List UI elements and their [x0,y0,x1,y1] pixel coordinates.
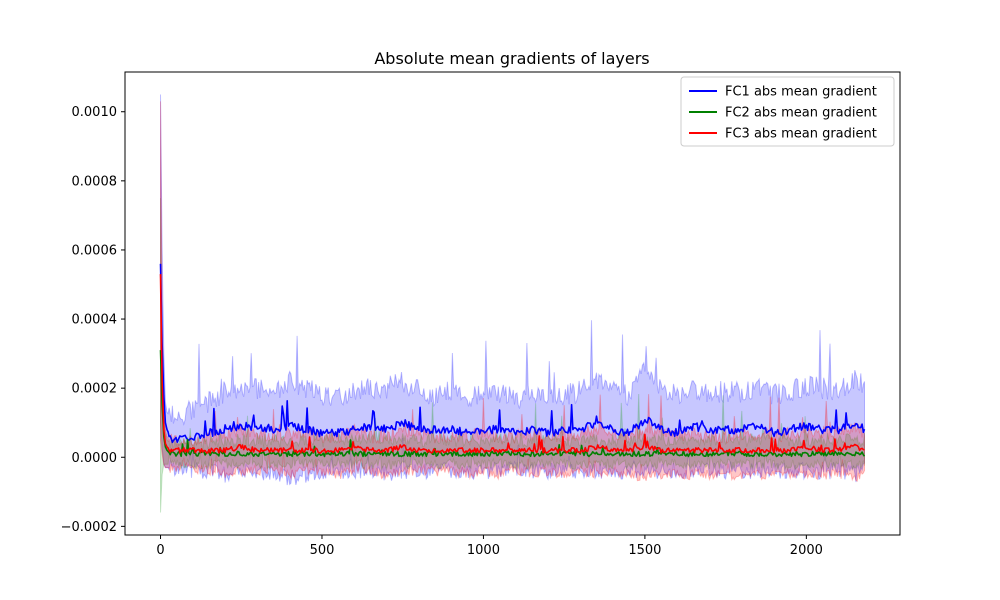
y-tick-label: 0.0004 [72,313,118,328]
chart-title: Absolute mean gradients of layers [374,49,649,68]
x-tick-label: 0 [156,543,164,558]
legend-box [680,76,895,147]
y-tick-label: 0.0002 [72,382,118,397]
y-tick-label: 0.0010 [72,105,118,120]
y-tick-label: 0.0006 [72,243,118,258]
legend: FC1 abs mean gradient FC2 abs mean gradie… [680,76,895,147]
y-axis: −0.0002 0.0000 0.0002 0.0004 0.0006 0.0008 0.0… [61,105,125,535]
x-tick-label: 1000 [467,543,500,558]
series-lines [159,263,866,458]
x-tick-label: 2000 [790,543,823,558]
x-tick-label: 500 [310,543,335,558]
x-tick-label: 1500 [628,543,661,558]
y-tick-label: 0.0000 [72,451,118,466]
legend-label-2: FC2 abs mean gradient [725,106,877,121]
band-3 [160,101,865,483]
series-line-3 [159,274,865,454]
plot-frame [124,71,901,536]
legend-label-1: FC1 abs mean gradient [725,85,877,100]
legend-label-3: FC3 abs mean gradient [725,127,877,142]
series-line-1 [159,263,866,444]
x-axis: 0 500 1000 1500 2000 [156,535,823,558]
y-tick-label: −0.0002 [61,520,117,535]
y-tick-label: 0.0008 [72,174,118,189]
